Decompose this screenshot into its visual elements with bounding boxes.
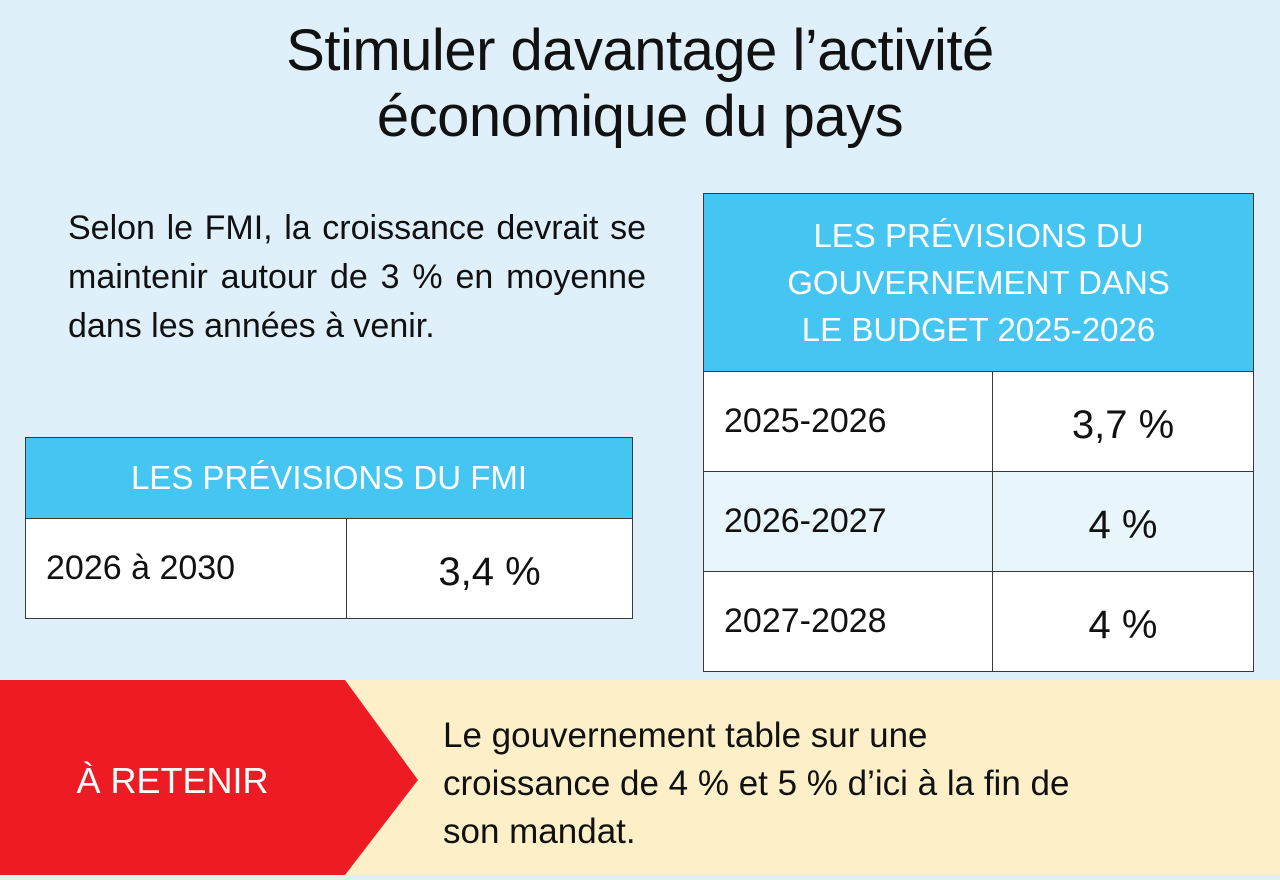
fmi-table-header: LES PRÉVISIONS DU FMI xyxy=(25,437,633,519)
takeaway-line: croissance de 4 % et 5 % d’ici à la fin … xyxy=(443,764,1070,803)
value-cell: 4 % xyxy=(992,471,1254,572)
table-row: 2026 à 2030 3,4 % xyxy=(25,518,633,619)
arrow-shape xyxy=(0,680,418,875)
title-line-1: Stimuler davantage l’activité xyxy=(286,18,994,83)
title-line-2: économique du pays xyxy=(376,84,904,149)
period-cell: 2026-2027 xyxy=(703,471,993,572)
table-row: 2027-2028 4 % xyxy=(703,571,1254,672)
period-cell: 2027-2028 xyxy=(703,571,993,672)
takeaway-line: Le gouvernement table sur une xyxy=(443,716,928,755)
page-title: Stimuler davantage l’activité économique… xyxy=(0,18,1280,150)
period-cell: 2025-2026 xyxy=(703,371,993,472)
value-cell: 4 % xyxy=(992,571,1254,672)
intro-paragraph: Selon le FMI, la croissance devrait se m… xyxy=(68,209,646,345)
value-cell: 3,4 % xyxy=(346,518,633,619)
gov-table-header: LES PRÉVISIONS DU GOUVERNEMENT DANS LE B… xyxy=(703,193,1254,372)
takeaway-line: son mandat. xyxy=(443,812,636,851)
header-line: LE BUDGET 2025-2026 xyxy=(801,311,1156,348)
value-cell: 3,7 % xyxy=(992,371,1254,472)
table-row: 2025-2026 3,7 % xyxy=(703,371,1254,472)
takeaway-text: Le gouvernement table sur une croissance… xyxy=(443,712,1243,856)
period-cell: 2026 à 2030 xyxy=(25,518,347,619)
header-line: GOUVERNEMENT DANS xyxy=(787,264,1170,301)
retenir-label: À RETENIR xyxy=(76,760,269,801)
fmi-forecast-table: LES PRÉVISIONS DU FMI 2026 à 2030 3,4 % xyxy=(25,437,633,619)
table-row: 2026-2027 4 % xyxy=(703,471,1254,572)
header-line: LES PRÉVISIONS DU xyxy=(813,217,1144,254)
government-forecast-table: LES PRÉVISIONS DU GOUVERNEMENT DANS LE B… xyxy=(703,193,1254,672)
